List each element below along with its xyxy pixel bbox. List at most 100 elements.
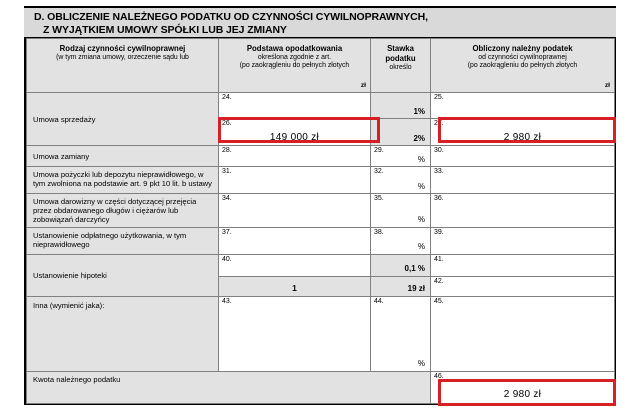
box-number: 25. <box>434 94 444 101</box>
box-number: 43. <box>222 297 232 305</box>
box-number: 33. <box>434 168 444 175</box>
box-number: 44. <box>374 297 384 305</box>
box-number: 30. <box>434 147 444 154</box>
cell-value: 2 980 zł <box>503 131 542 143</box>
header-tax-sub-1: od czynności cywilnoprawnej <box>478 54 567 61</box>
header-rate: Stawka podatku określo <box>370 38 431 93</box>
rate-unit: % <box>417 242 425 252</box>
section-header: D. OBLICZENIE NALEŻNEGO PODATKU OD CZYNN… <box>24 6 616 38</box>
row-label-inna: Inna (wymienić jaka): <box>26 295 219 372</box>
table-row: Umowa zamiany 28. 29. % 30. <box>26 145 615 167</box>
cell-base-34[interactable]: 34. <box>218 193 371 228</box>
table-row-total: Kwota należnego podatku 46. 2 980 zł <box>26 370 615 404</box>
rate-value: 0,1 % <box>404 264 425 274</box>
section-title-text: OBLICZENIE NALEŻNEGO PODATKU OD CZYNNOŚC… <box>47 11 428 23</box>
cell-tax-27[interactable]: 27. 2 980 zł <box>430 118 615 146</box>
cell-rate-1-percent: 1% <box>370 92 431 119</box>
cell-rate-19-zl: 19 zł <box>370 275 431 297</box>
header-rate-title: Stawka podatku <box>385 44 416 63</box>
cell-value: 149 000 zł <box>269 131 320 143</box>
box-number: 24. <box>222 94 232 101</box>
total-label: Kwota należnego podatku <box>26 370 431 404</box>
row-label-umowa-sprzedazy: Umowa sprzedaży <box>26 92 219 146</box>
header-tax-unit: zł <box>604 81 610 89</box>
box-number: 27. <box>434 120 444 127</box>
header-base-title: Podstawa opodatkowania <box>246 44 343 53</box>
cell-base-26[interactable]: 26. 149 000 zł <box>218 118 371 146</box>
cell-base-37[interactable]: 37. <box>218 226 371 255</box>
rate-unit: % <box>417 215 425 225</box>
box-number: 38. <box>374 228 384 236</box>
header-tax-title: Obliczony należny podatek <box>472 44 573 53</box>
table-row: Umowa darowizny w części dotyczącej prze… <box>26 193 615 228</box>
box-number: 31. <box>222 168 232 175</box>
tax-calculation-table-frame: Rodzaj czynności cywilnoprawnej (w tym z… <box>24 38 616 405</box>
header-tax: Obliczony należny podatek od czynności c… <box>430 38 615 93</box>
header-kind-title: Rodzaj czynności cywilnoprawnej <box>59 44 186 53</box>
cell-base-40[interactable]: 40. <box>218 253 371 277</box>
table-row: Umowa pożyczki lub depozytu nieprawidłow… <box>26 166 615 194</box>
cell-base-43[interactable]: 43. <box>218 295 371 372</box>
cell-rate-44[interactable]: 44. % <box>370 295 431 372</box>
row-label-uzytkowanie: Ustanowienie odpłatnego użytkowania, w t… <box>26 226 219 255</box>
cell-base-31[interactable]: 31. <box>218 166 371 194</box>
cell-rate-32[interactable]: 32. % <box>370 166 431 194</box>
cell-tax-46-total[interactable]: 46. 2 980 zł <box>430 370 615 404</box>
box-number: 40. <box>222 255 232 263</box>
cell-tax-45[interactable]: 45. <box>430 295 615 372</box>
header-rate-sub: określo <box>389 64 412 71</box>
rate-unit: % <box>417 359 425 369</box>
header-kind-sub: (w tym zmiana umowy, orzeczenie sądu lub <box>56 54 189 61</box>
cell-value: 2 980 zł <box>503 389 542 401</box>
box-number: 36. <box>434 195 444 202</box>
cell-tax-39[interactable]: 39. <box>430 226 615 255</box>
box-number: 35. <box>374 195 384 202</box>
rate-unit: % <box>417 154 425 164</box>
cell-tax-36[interactable]: 36. <box>430 193 615 228</box>
rate-value: 2% <box>413 133 425 143</box>
row-label-umowa-darowizny: Umowa darowizny w części dotyczącej prze… <box>26 193 219 228</box>
header-base-sub-2: (po zaokrągleniu do pełnych złotych <box>239 62 350 70</box>
box-number: 39. <box>434 228 444 236</box>
cell-base-hipoteki-fixed: 1 <box>218 275 371 297</box>
header-base: Podstawa opodatkowania określona zgodnie… <box>218 38 371 93</box>
header-tax-sub-2: (po zaokrągleniu do pełnych złotych <box>467 62 578 70</box>
section-letter: D. <box>34 11 45 23</box>
box-number: 34. <box>222 195 232 202</box>
box-number: 37. <box>222 228 232 236</box>
box-number: 42. <box>434 277 444 285</box>
cell-rate-38[interactable]: 38. % <box>370 226 431 255</box>
rate-unit: % <box>417 181 425 191</box>
box-number: 45. <box>434 297 444 305</box>
cell-base-28[interactable]: 28. <box>218 145 371 167</box>
cell-rate-29[interactable]: 29. % <box>370 145 431 167</box>
table-row: Ustanowienie odpłatnego użytkowania, w t… <box>26 226 615 255</box>
cell-tax-33[interactable]: 33. <box>430 166 615 194</box>
cell-tax-30[interactable]: 30. <box>430 145 615 167</box>
cell-rate-2-percent: 2% <box>370 118 431 146</box>
cell-tax-41[interactable]: 41. <box>430 253 615 277</box>
table-row: Ustanowienie hipoteki 40. 0,1 % 41. <box>26 253 615 297</box>
row-label-hipoteki: Ustanowienie hipoteki <box>26 253 219 297</box>
cell-value: 1 <box>292 283 297 294</box>
header-kind: Rodzaj czynności cywilnoprawnej (w tym z… <box>26 38 219 93</box>
section-title-line-2: Z WYJĄTKIEM UMOWY SPÓŁKI LUB JEJ ZMIANY <box>43 24 287 36</box>
header-base-unit: zł <box>360 81 366 89</box>
box-number: 32. <box>374 168 384 175</box>
tax-calculation-table: Rodzaj czynności cywilnoprawnej (w tym z… <box>26 38 615 404</box>
row-label-umowa-zamiany: Umowa zamiany <box>26 145 219 167</box>
box-number: 28. <box>222 147 232 154</box>
box-number: 26. <box>222 120 232 127</box>
cell-base-24[interactable]: 24. <box>218 92 371 119</box>
cell-tax-25[interactable]: 25. <box>430 92 615 119</box>
rate-value: 19 zł <box>407 284 425 294</box>
cell-rate-35[interactable]: 35. % <box>370 193 431 228</box>
box-number: 41. <box>434 255 444 263</box>
table-row: Inna (wymienić jaka): 43. 44. % 45. <box>26 295 615 372</box>
cell-rate-0-1-percent: 0,1 % <box>370 253 431 277</box>
box-number: 46. <box>434 372 444 380</box>
cell-tax-42[interactable]: 42. <box>430 275 615 297</box>
table-header-row: Rodzaj czynności cywilnoprawnej (w tym z… <box>26 38 615 93</box>
box-number: 29. <box>374 147 384 154</box>
